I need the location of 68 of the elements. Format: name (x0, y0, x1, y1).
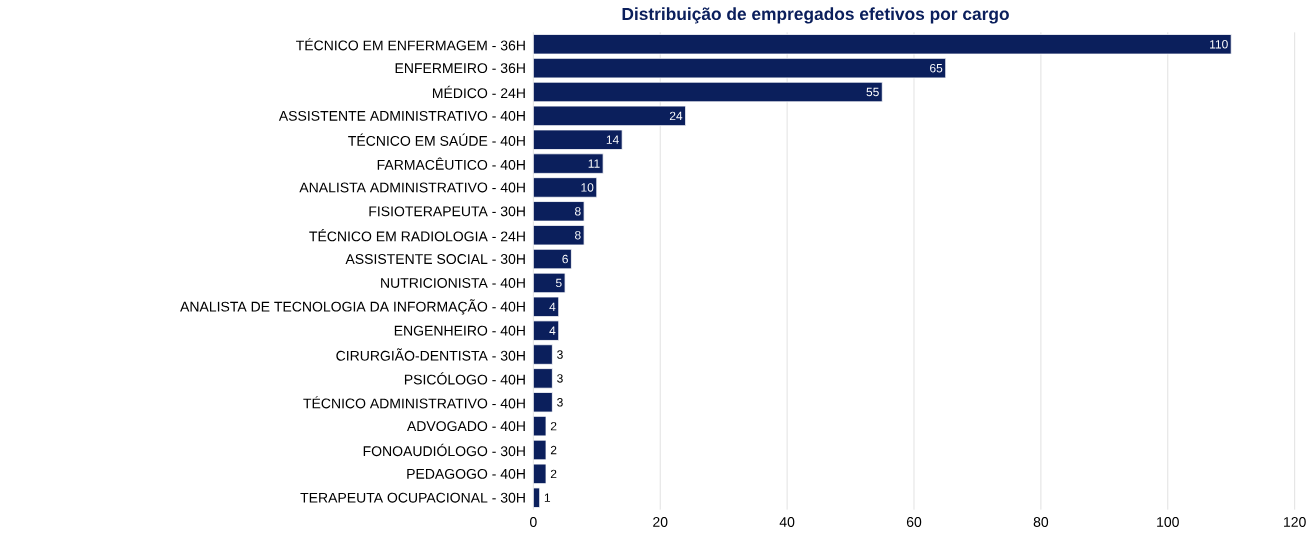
data-label: 24 (669, 111, 683, 121)
data-label: 6 (562, 254, 568, 264)
y-tick-label: PSICÓLOGO - 40H (404, 372, 525, 385)
data-label: 8 (575, 230, 581, 240)
y-tick-label: TÉCNICO EM RADIOLOGIA - 24H (309, 229, 525, 242)
y-tick-label: TÉCNICO EM ENFERMAGEM - 36H (296, 38, 525, 51)
data-label: 3 (557, 398, 563, 407)
y-tick-label: FARMACÊUTICO - 40H (377, 157, 525, 170)
data-label: 8 (575, 207, 581, 216)
data-label: 5 (555, 278, 562, 288)
data-label: 11 (588, 159, 600, 168)
bar (532, 57, 947, 79)
bar (532, 392, 553, 413)
bar (532, 129, 623, 150)
x-tick-label: 0 (529, 517, 537, 527)
data-label: 110 (1210, 40, 1228, 49)
bar (532, 487, 541, 508)
bar (532, 368, 553, 389)
bar (532, 344, 553, 365)
data-label: 3 (557, 350, 563, 359)
y-tick-label: TÉCNICO ADMINISTRATIVO - 40H (303, 396, 525, 409)
x-tick-label: 100 (1157, 517, 1179, 527)
data-label: 2 (550, 469, 557, 479)
bar (532, 320, 560, 341)
y-tick-label: TERAPEUTA OCUPACIONAL - 30H (300, 492, 525, 503)
bar (532, 439, 547, 461)
y-tick-label: MÉDICO - 24H (432, 85, 525, 99)
y-tick-label: ANALISTA ADMINISTRATIVO - 40H (299, 182, 525, 193)
bar (532, 153, 604, 174)
bar (532, 225, 585, 246)
y-tick-label: ASSISTENTE SOCIAL - 30H (345, 254, 525, 265)
x-tick-label: 20 (653, 517, 668, 527)
x-tick-label: 120 (1284, 517, 1306, 527)
data-label: 2 (550, 445, 557, 455)
bar (532, 248, 572, 270)
data-label: 10 (581, 183, 594, 192)
x-tick-label: 80 (1033, 517, 1049, 527)
y-tick-label: TÉCNICO EM SAÚDE - 40H (348, 133, 525, 146)
data-label: 2 (550, 421, 557, 431)
y-tick-label: PEDAGOGO - 40H (407, 468, 525, 479)
y-tick-label: ASSISTENTE ADMINISTRATIVO - 40H (278, 110, 525, 121)
bar (532, 415, 547, 437)
x-tick-label: 40 (779, 517, 795, 527)
y-tick-label: FONOAUDIÓLOGO - 30H (363, 443, 525, 457)
x-tick-label: 60 (906, 517, 922, 527)
bar (532, 177, 598, 198)
bar (532, 272, 566, 294)
y-tick-label: ENFERMEIRO - 36H (395, 63, 525, 74)
bar (532, 105, 686, 127)
data-label: 4 (549, 302, 556, 311)
data-label: 14 (606, 135, 619, 144)
y-tick-label: CIRURGIÃO-DENTISTA - 30H (336, 348, 525, 361)
chart-title: Distribuição de empregados efetivos por cargo (622, 7, 1009, 24)
data-label: 1 (544, 493, 551, 502)
y-tick-label: ADVOGADO - 40H (406, 421, 525, 432)
data-label: 4 (549, 326, 556, 335)
y-tick-label: ANALISTA DE TECNOLOGIA DA INFORMAÇÃO - 40H (180, 299, 525, 315)
data-label: 65 (930, 63, 943, 73)
y-tick-label: FISIOTERAPEUTA - 30H (369, 206, 525, 217)
bar (532, 201, 585, 222)
bar (532, 81, 883, 103)
bar (532, 463, 547, 485)
bar (532, 296, 560, 317)
bar (532, 34, 1232, 55)
y-tick-label: ENGENHEIRO - 40H (394, 325, 525, 336)
y-tick-label: NUTRICIONISTA - 40H (381, 277, 525, 288)
data-label: 3 (557, 374, 563, 383)
data-label: 55 (866, 87, 879, 97)
